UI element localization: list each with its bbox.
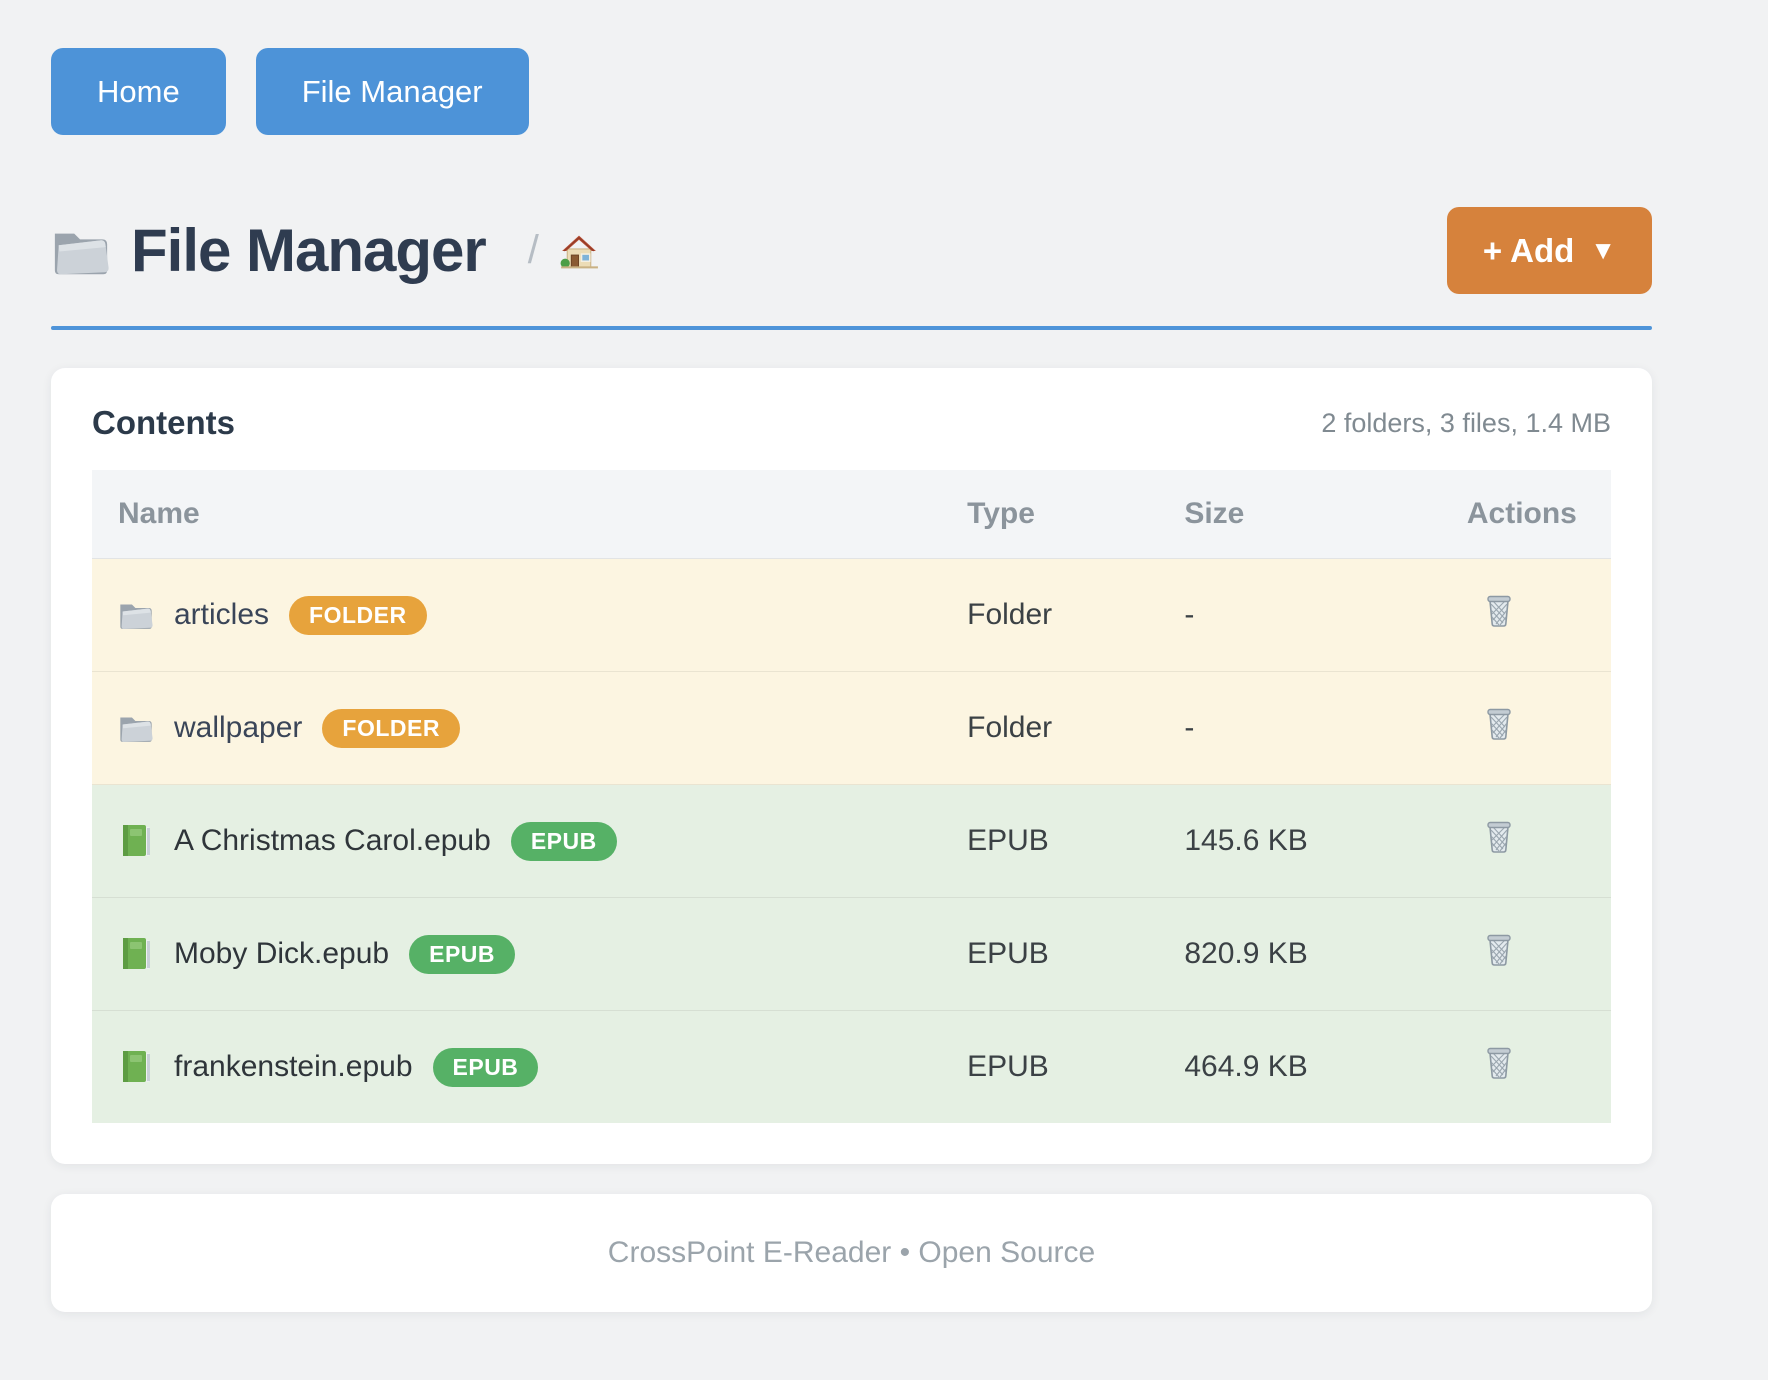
item-type: EPUB [941, 1010, 1159, 1123]
header-divider [51, 326, 1652, 330]
table-row: articles FOLDER Folder - [92, 558, 1611, 672]
item-name[interactable]: A Christmas Carol.epub [174, 824, 491, 857]
delete-button[interactable] [1481, 1043, 1517, 1083]
item-size: 464.9 KB [1158, 1010, 1441, 1123]
delete-button[interactable] [1481, 704, 1517, 744]
contents-card: Contents 2 folders, 3 files, 1.4 MB Name… [51, 368, 1652, 1164]
folder-icon [51, 223, 111, 279]
item-type: Folder [941, 671, 1159, 785]
item-type: Folder [941, 558, 1159, 672]
page-header: File Manager / + Add ▼ [51, 207, 1652, 294]
table-row: A Christmas Carol.epub EPUB EPUB 145.6 K… [92, 784, 1611, 898]
breadcrumb: / [528, 228, 601, 273]
trash-icon [1481, 1043, 1517, 1083]
contents-heading: Contents [92, 404, 235, 441]
title-group: File Manager / [51, 216, 601, 285]
contents-table: Name Type Size Actions articles FOLDER F… [92, 470, 1611, 1123]
contents-card-header: Contents 2 folders, 3 files, 1.4 MB [92, 404, 1611, 442]
trash-icon [1481, 817, 1517, 857]
delete-button[interactable] [1481, 591, 1517, 631]
column-header-actions: Actions [1440, 470, 1611, 559]
delete-button[interactable] [1481, 817, 1517, 857]
top-nav: Home File Manager [51, 0, 1652, 135]
nav-file-manager-button[interactable]: File Manager [255, 48, 529, 135]
type-badge: FOLDER [289, 595, 427, 635]
column-header-type: Type [941, 470, 1159, 559]
item-size: 820.9 KB [1158, 897, 1441, 1011]
item-name[interactable]: Moby Dick.epub [174, 937, 390, 970]
item-name[interactable]: wallpaper [174, 711, 303, 744]
footer: CrossPoint E-Reader • Open Source [51, 1194, 1652, 1312]
caret-down-icon: ▼ [1590, 235, 1616, 265]
item-name[interactable]: articles [174, 598, 270, 631]
delete-button[interactable] [1481, 930, 1517, 970]
table-row: wallpaper FOLDER Folder - [92, 671, 1611, 785]
table-row: frankenstein.epub EPUB EPUB 464.9 KB [92, 1010, 1611, 1123]
type-badge: EPUB [432, 1047, 539, 1087]
folder-icon [118, 597, 154, 633]
type-badge: FOLDER [322, 708, 460, 748]
trash-icon [1481, 930, 1517, 970]
house-icon [557, 229, 601, 273]
type-badge: EPUB [510, 821, 617, 861]
item-size: - [1158, 558, 1441, 672]
add-button-label: + Add [1482, 231, 1575, 269]
column-header-name: Name [92, 470, 942, 559]
green-book-icon [118, 823, 154, 859]
home-breadcrumb-link[interactable] [557, 229, 601, 273]
trash-icon [1481, 591, 1517, 631]
folder-icon [118, 710, 154, 746]
add-button[interactable]: + Add ▼ [1446, 207, 1652, 294]
item-size: - [1158, 671, 1441, 785]
footer-text: CrossPoint E-Reader • Open Source [607, 1236, 1096, 1269]
table-header-row: Name Type Size Actions [92, 470, 1611, 559]
item-name[interactable]: frankenstein.epub [174, 1050, 413, 1083]
table-row: Moby Dick.epub EPUB EPUB 820.9 KB [92, 897, 1611, 1011]
item-type: EPUB [941, 897, 1159, 1011]
type-badge: EPUB [409, 934, 516, 974]
page-title: File Manager [131, 217, 487, 284]
column-header-size: Size [1158, 470, 1441, 559]
green-book-icon [118, 1049, 154, 1085]
trash-icon [1481, 704, 1517, 744]
item-type: EPUB [941, 784, 1159, 898]
contents-summary: 2 folders, 3 files, 1.4 MB [1321, 407, 1611, 438]
nav-home-button[interactable]: Home [51, 48, 226, 135]
green-book-icon [118, 936, 154, 972]
item-size: 145.6 KB [1158, 784, 1441, 898]
breadcrumb-separator: / [527, 228, 539, 272]
page: Home File Manager File Manager / + Add ▼ [51, 0, 1652, 1312]
